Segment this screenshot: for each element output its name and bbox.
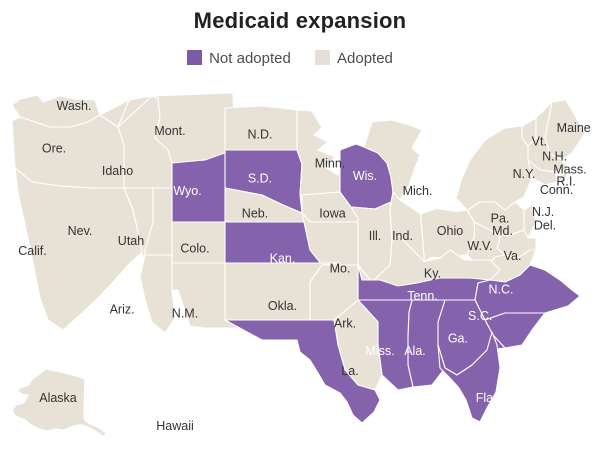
svg-text:N.C.: N.C. [489,282,514,296]
svg-text:Md.: Md. [492,224,513,238]
svg-text:Neb.: Neb. [242,207,268,221]
svg-text:Wis.: Wis. [353,169,377,183]
svg-text:Iowa: Iowa [319,207,345,221]
svg-text:Wash.: Wash. [57,99,92,113]
svg-text:Va.: Va. [504,249,522,263]
svg-text:Ariz.: Ariz. [110,303,135,317]
svg-text:S.D.: S.D. [248,172,272,186]
svg-text:S.C.: S.C. [468,309,492,323]
svg-text:Tenn.: Tenn. [407,289,438,303]
svg-text:Mo.: Mo. [330,262,351,276]
svg-text:La.: La. [341,364,358,378]
svg-text:Alaska: Alaska [39,391,77,405]
svg-text:Utah: Utah [118,234,144,248]
svg-text:Mich.: Mich. [403,184,433,198]
svg-text:Hawaii: Hawaii [156,419,194,433]
svg-text:Ark.: Ark. [334,317,356,331]
svg-text:Colo.: Colo. [180,242,209,256]
svg-text:Ill.: Ill. [369,229,382,243]
svg-text:Kan.: Kan. [270,252,296,266]
svg-text:N.J.: N.J. [532,205,554,219]
svg-text:W.V.: W.V. [467,239,492,253]
svg-text:Calif.: Calif. [18,244,46,258]
svg-text:Wyo.: Wyo. [173,184,201,198]
svg-text:Ore.: Ore. [42,142,66,156]
svg-text:Maine: Maine [557,121,591,135]
svg-text:Vt.: Vt. [532,134,547,148]
svg-text:Okla.: Okla. [268,299,297,313]
svg-text:Texas: Texas [249,359,282,373]
svg-text:Ga.: Ga. [448,331,468,345]
svg-text:N.M.: N.M. [172,307,198,321]
svg-text:Idaho: Idaho [102,164,133,178]
svg-text:N.Y.: N.Y. [513,167,536,181]
svg-text:Del.: Del. [534,218,556,232]
svg-text:Miss.: Miss. [365,344,394,358]
svg-text:Nev.: Nev. [68,224,93,238]
svg-text:Ohio: Ohio [437,224,463,238]
svg-text:Mont.: Mont. [154,124,185,138]
svg-text:Minn.: Minn. [315,157,346,171]
svg-text:Ind.: Ind. [392,229,413,243]
svg-text:Conn.: Conn. [540,183,573,197]
svg-text:Ky.: Ky. [424,267,441,281]
svg-text:N.D.: N.D. [248,128,273,142]
svg-text:Fla.: Fla. [476,391,497,405]
svg-text:Ala.: Ala. [404,344,426,358]
